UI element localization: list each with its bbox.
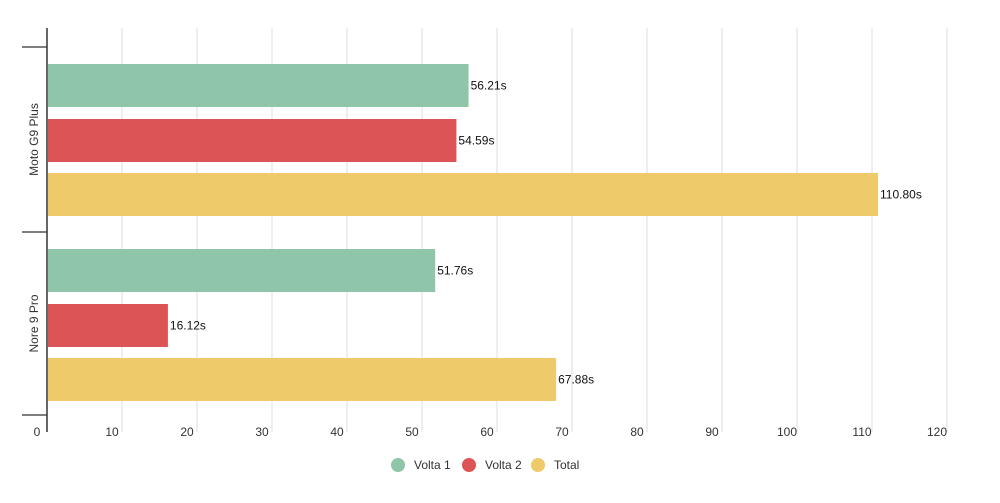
data-label: 110.80s: [880, 188, 922, 202]
x-tick-label: 90: [705, 425, 719, 439]
category-label: Nore 9 Pro: [27, 294, 41, 352]
x-tick-label: 60: [480, 425, 494, 439]
x-tick-label: 0: [34, 425, 41, 439]
data-label: 54.59s: [458, 134, 494, 148]
bar-total: [48, 358, 557, 401]
data-label: 51.76s: [437, 264, 473, 278]
legend-label: Volta 1: [414, 458, 451, 472]
x-tick-label: 120: [927, 425, 947, 439]
bar-volta-1: [48, 64, 469, 107]
x-tick-label: 80: [630, 425, 644, 439]
x-tick-label: 70: [555, 425, 569, 439]
x-tick-label: 10: [105, 425, 119, 439]
x-tick-label: 100: [777, 425, 797, 439]
category-label: Moto G9 Plus: [27, 103, 41, 176]
x-tick-label: 20: [180, 425, 194, 439]
legend-marker-volta-2: [462, 458, 476, 472]
bar-volta-2: [48, 304, 168, 347]
data-label: 67.88s: [558, 373, 594, 387]
x-tick-label: 110: [852, 425, 871, 439]
x-tick-label: 50: [405, 425, 419, 439]
legend-label: Volta 2: [485, 458, 522, 472]
x-tick-label: 30: [255, 425, 269, 439]
legend-marker-volta-1: [391, 458, 405, 472]
bar-volta-1: [48, 249, 436, 292]
legend-marker-total: [531, 458, 545, 472]
x-tick-label: 40: [330, 425, 344, 439]
bar-total: [48, 173, 878, 216]
data-label: 16.12s: [170, 319, 206, 333]
data-label: 56.21s: [471, 79, 507, 93]
legend-label: Total: [554, 458, 579, 472]
bar-volta-2: [48, 119, 457, 162]
